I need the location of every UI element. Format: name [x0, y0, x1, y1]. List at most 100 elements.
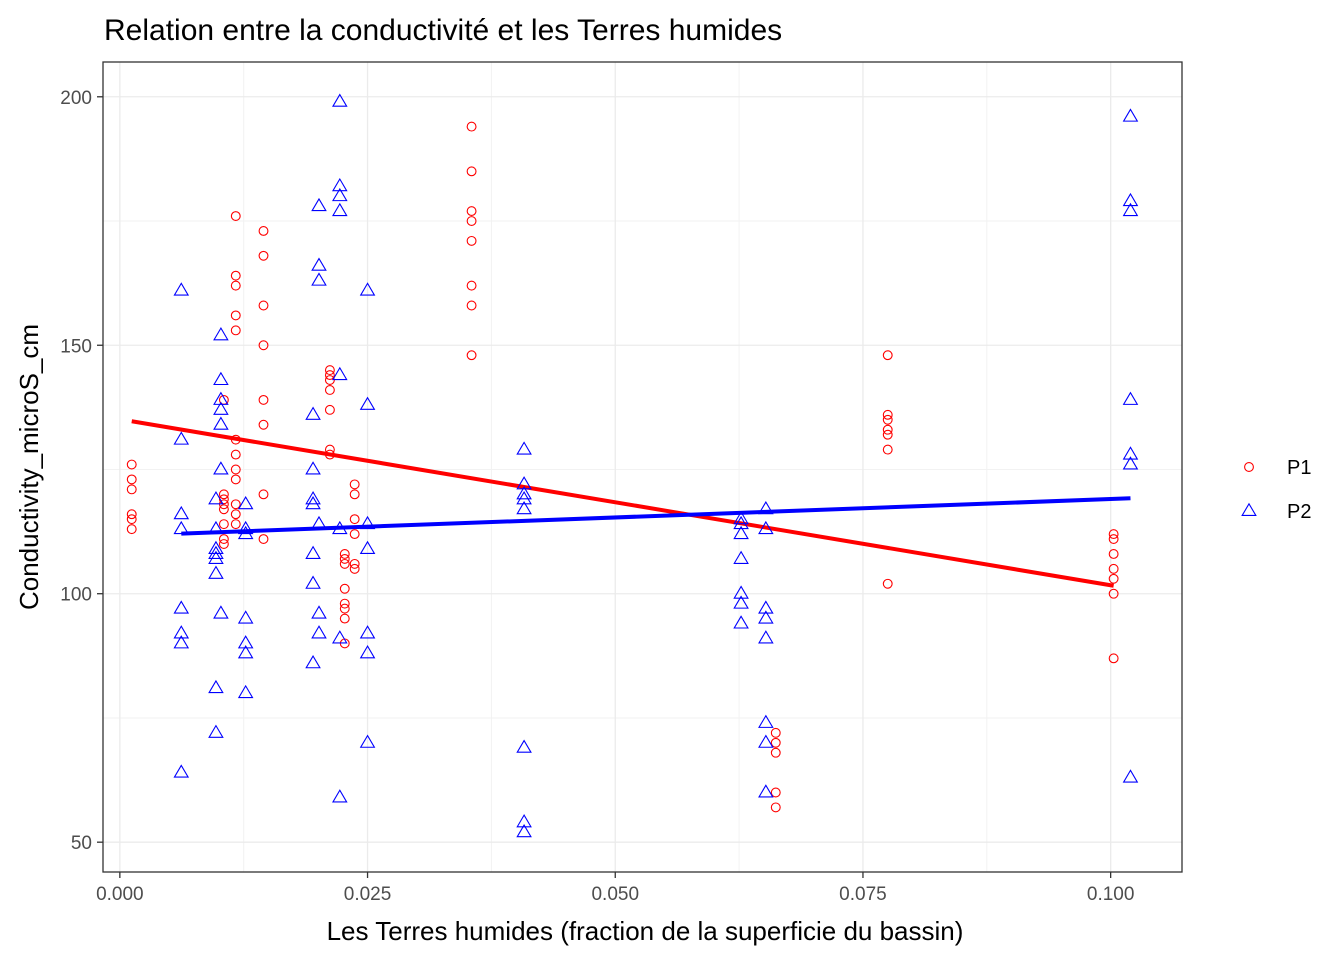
point-p1 [770, 802, 781, 813]
point-p2 [237, 684, 254, 699]
point-p2 [237, 525, 254, 540]
x-tick-label: 0.075 [839, 884, 887, 905]
point-p2 [332, 520, 348, 535]
y-tick-label: 100 [60, 585, 92, 606]
point-p1 [1108, 534, 1119, 545]
point-p1 [770, 737, 781, 748]
point-p1 [882, 414, 893, 425]
point-p1 [339, 558, 350, 569]
point-p2 [213, 391, 229, 405]
point-p2 [237, 495, 254, 510]
x-tick-label: 0.050 [591, 884, 639, 905]
point-p2 [733, 595, 749, 609]
point-p2 [173, 625, 190, 639]
point-p1 [324, 385, 335, 395]
point-p2 [733, 515, 749, 530]
legend: P1 P2 [1241, 457, 1311, 523]
point-p1 [466, 280, 477, 291]
point-p2 [305, 545, 321, 559]
point-p1 [258, 419, 269, 430]
point-p1 [230, 325, 241, 336]
regression-lines [131, 419, 1131, 588]
point-p1 [230, 211, 241, 221]
point-p2 [213, 416, 229, 430]
point-p2 [208, 565, 224, 579]
point-p2 [208, 679, 224, 694]
point-p1 [230, 434, 241, 445]
point-p2 [359, 515, 376, 530]
point-p2 [208, 545, 224, 559]
y-tick-label: 200 [60, 88, 92, 109]
point-p1 [466, 216, 477, 226]
point-p2 [213, 401, 229, 415]
grid-minor [103, 62, 1182, 872]
point-p1 [339, 553, 350, 564]
point-p2 [733, 525, 749, 540]
point-p2 [305, 655, 321, 669]
point-p1 [230, 509, 241, 520]
y-axis-ticks: 50 100 150 200 [60, 88, 103, 854]
point-p2 [733, 550, 749, 564]
point-p2 [1122, 456, 1139, 470]
point-p2 [332, 202, 348, 217]
point-p2 [758, 630, 774, 644]
point-p1 [218, 539, 229, 549]
point-p2 [305, 575, 321, 589]
point-p2 [1122, 192, 1139, 207]
x-axis-title: Les Terres humides (fraction de la super… [327, 916, 964, 946]
point-p2 [237, 610, 254, 624]
point-p2 [173, 600, 190, 614]
point-p1 [882, 429, 893, 440]
point-p1 [218, 504, 229, 515]
x-tick-label: 0.100 [1087, 884, 1135, 905]
point-p1 [770, 787, 781, 798]
point-p1 [258, 300, 269, 311]
point-p2 [516, 739, 532, 753]
point-p2 [516, 491, 532, 505]
chart-title: Relation entre la conductivité et les Te… [104, 14, 782, 47]
point-p1 [324, 370, 335, 381]
point-p2 [733, 615, 749, 629]
point-p1 [466, 206, 477, 217]
y-tick-label: 150 [60, 336, 92, 357]
point-p1 [230, 519, 241, 530]
point-p1 [349, 489, 360, 500]
point-p2 [208, 540, 224, 555]
point-p2 [305, 406, 321, 420]
point-p2 [516, 476, 532, 490]
point-p2 [332, 630, 348, 644]
point-p2 [208, 550, 224, 564]
legend-label-p2: P2 [1287, 501, 1311, 523]
point-p1 [466, 121, 477, 132]
point-p2 [758, 784, 774, 798]
point-p2 [332, 789, 348, 803]
point-p1 [349, 529, 360, 540]
point-p2 [359, 625, 376, 639]
point-p1 [218, 489, 229, 500]
point-p2 [208, 724, 224, 738]
point-p2 [173, 431, 190, 445]
point-p1 [258, 226, 269, 236]
point-p2 [173, 635, 190, 649]
point-p1 [230, 464, 241, 475]
point-p2 [237, 645, 254, 659]
point-p1 [230, 449, 241, 460]
point-p1 [466, 350, 477, 361]
legend-label-p1: P1 [1287, 457, 1311, 479]
point-p1 [466, 300, 477, 311]
point-p2 [516, 486, 532, 500]
point-p1 [230, 499, 241, 510]
point-p2 [208, 520, 224, 535]
point-p1 [349, 558, 360, 569]
point-p2 [332, 187, 348, 202]
point-p2 [332, 93, 348, 107]
point-p1 [258, 489, 269, 500]
point-p2 [237, 635, 254, 649]
point-p1 [339, 613, 350, 624]
point-p2 [1122, 446, 1139, 460]
point-p1 [466, 235, 477, 246]
point-p2 [359, 396, 376, 410]
point-p1 [258, 340, 269, 351]
point-p2 [173, 505, 190, 520]
point-p2 [213, 371, 229, 386]
